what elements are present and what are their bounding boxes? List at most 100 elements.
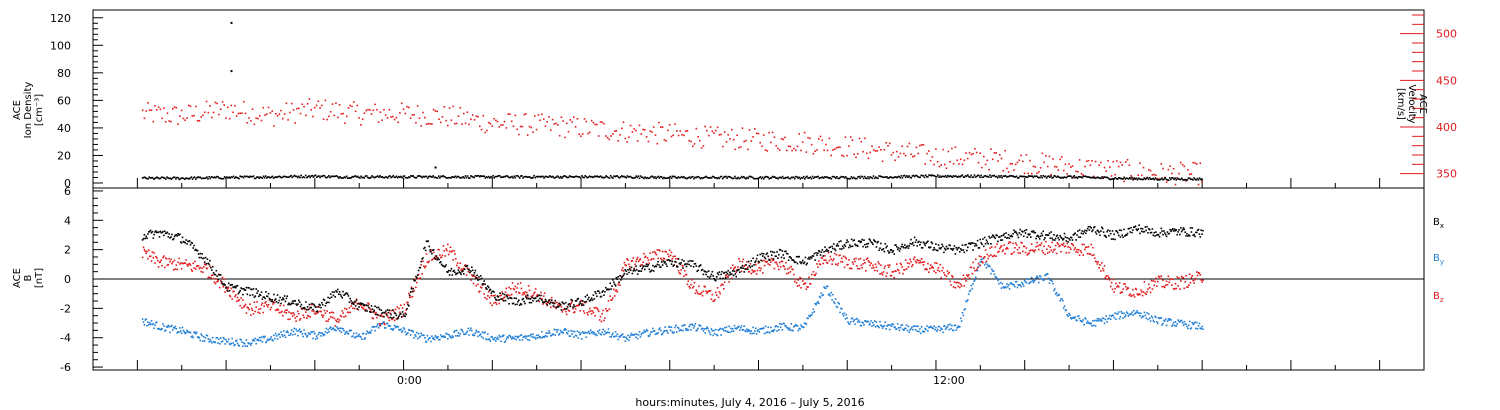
density-point — [1019, 175, 1021, 178]
by-point — [265, 341, 267, 344]
by-point — [289, 334, 291, 336]
bx-point — [896, 248, 899, 251]
density-point — [177, 176, 179, 179]
velocity-point — [855, 156, 857, 159]
density-point — [506, 175, 509, 177]
bz-point — [276, 308, 279, 310]
density-point — [411, 175, 413, 177]
bx-point — [867, 242, 870, 245]
by-point — [843, 312, 846, 315]
bz-point — [1067, 246, 1069, 248]
by-point — [1064, 309, 1067, 312]
bz-point — [423, 265, 425, 267]
density-point — [627, 176, 630, 178]
velocity-point — [477, 116, 479, 118]
bz-point — [1132, 288, 1134, 291]
bx-point — [357, 302, 359, 305]
bx-point — [314, 306, 317, 308]
by-point — [1176, 323, 1178, 325]
density-point — [785, 176, 787, 179]
velocity-point — [1036, 172, 1038, 174]
density-point — [342, 177, 345, 179]
bx-point — [224, 284, 226, 286]
bz-point — [1016, 248, 1019, 251]
density-point — [822, 177, 825, 179]
bz-point — [918, 262, 920, 264]
bz-point — [1109, 285, 1112, 288]
bx-point — [778, 248, 781, 251]
by-point — [567, 330, 570, 332]
bz-point — [597, 308, 599, 311]
velocity-point — [1039, 167, 1042, 169]
by-point — [1088, 322, 1091, 324]
density-point — [166, 176, 168, 178]
bx-point — [586, 294, 588, 296]
density-point — [158, 177, 160, 180]
density-point — [511, 175, 513, 178]
by-point — [763, 332, 766, 335]
density-point — [820, 176, 823, 179]
velocity-point — [739, 146, 742, 148]
density-point — [443, 175, 446, 178]
velocity-point — [686, 130, 689, 132]
bx-point — [839, 248, 841, 250]
bz-point — [321, 316, 324, 318]
velocity-point — [161, 117, 163, 120]
velocity-point — [903, 152, 905, 155]
bz-point — [306, 317, 308, 319]
by-point — [153, 327, 155, 330]
velocity-point — [1107, 159, 1109, 162]
bx-point — [782, 254, 785, 256]
by-point — [990, 272, 992, 275]
density-point — [540, 176, 542, 178]
bz-point — [857, 258, 860, 261]
bx-point — [646, 265, 649, 268]
density-point — [687, 177, 690, 179]
bx-point — [452, 270, 454, 273]
bz-point — [697, 292, 699, 295]
y2-tick-label: 6 — [64, 185, 71, 198]
bx-point — [514, 303, 517, 306]
by-point — [1018, 284, 1021, 286]
bz-point — [674, 255, 676, 257]
density-point — [1053, 175, 1056, 177]
velocity-point — [1043, 161, 1045, 164]
bz-point — [787, 272, 790, 274]
by-point — [999, 281, 1002, 284]
bx-point — [425, 240, 428, 242]
density-point — [246, 175, 248, 178]
bz-point — [634, 263, 636, 266]
by-point — [1062, 299, 1064, 302]
density-point — [1056, 175, 1059, 178]
bx-point — [333, 291, 336, 293]
density-point — [499, 175, 501, 177]
velocity-point — [915, 146, 918, 149]
bz-point — [1064, 245, 1067, 247]
by-point — [1199, 327, 1202, 329]
bz-point — [510, 293, 513, 296]
bz-point — [667, 253, 669, 255]
bz-point — [808, 276, 810, 279]
density-point — [911, 175, 914, 177]
bx-point — [790, 257, 792, 260]
velocity-point — [833, 148, 836, 151]
bx-point — [853, 239, 855, 241]
density-point — [1144, 178, 1147, 181]
by-point — [501, 335, 503, 338]
density-point — [379, 175, 381, 177]
bz-point — [844, 256, 847, 259]
density-point — [579, 177, 582, 179]
by-point — [833, 301, 835, 303]
density-point — [1013, 176, 1016, 178]
by-point — [835, 305, 838, 308]
by-point — [1027, 278, 1029, 281]
density-point — [798, 176, 800, 179]
bx-point — [498, 299, 501, 301]
density-point — [462, 176, 464, 178]
by-point — [1116, 313, 1118, 315]
bz-point — [950, 284, 952, 286]
velocity-point — [716, 126, 719, 129]
bx-point — [229, 284, 232, 286]
bz-point — [824, 255, 826, 257]
by-point — [398, 328, 400, 331]
